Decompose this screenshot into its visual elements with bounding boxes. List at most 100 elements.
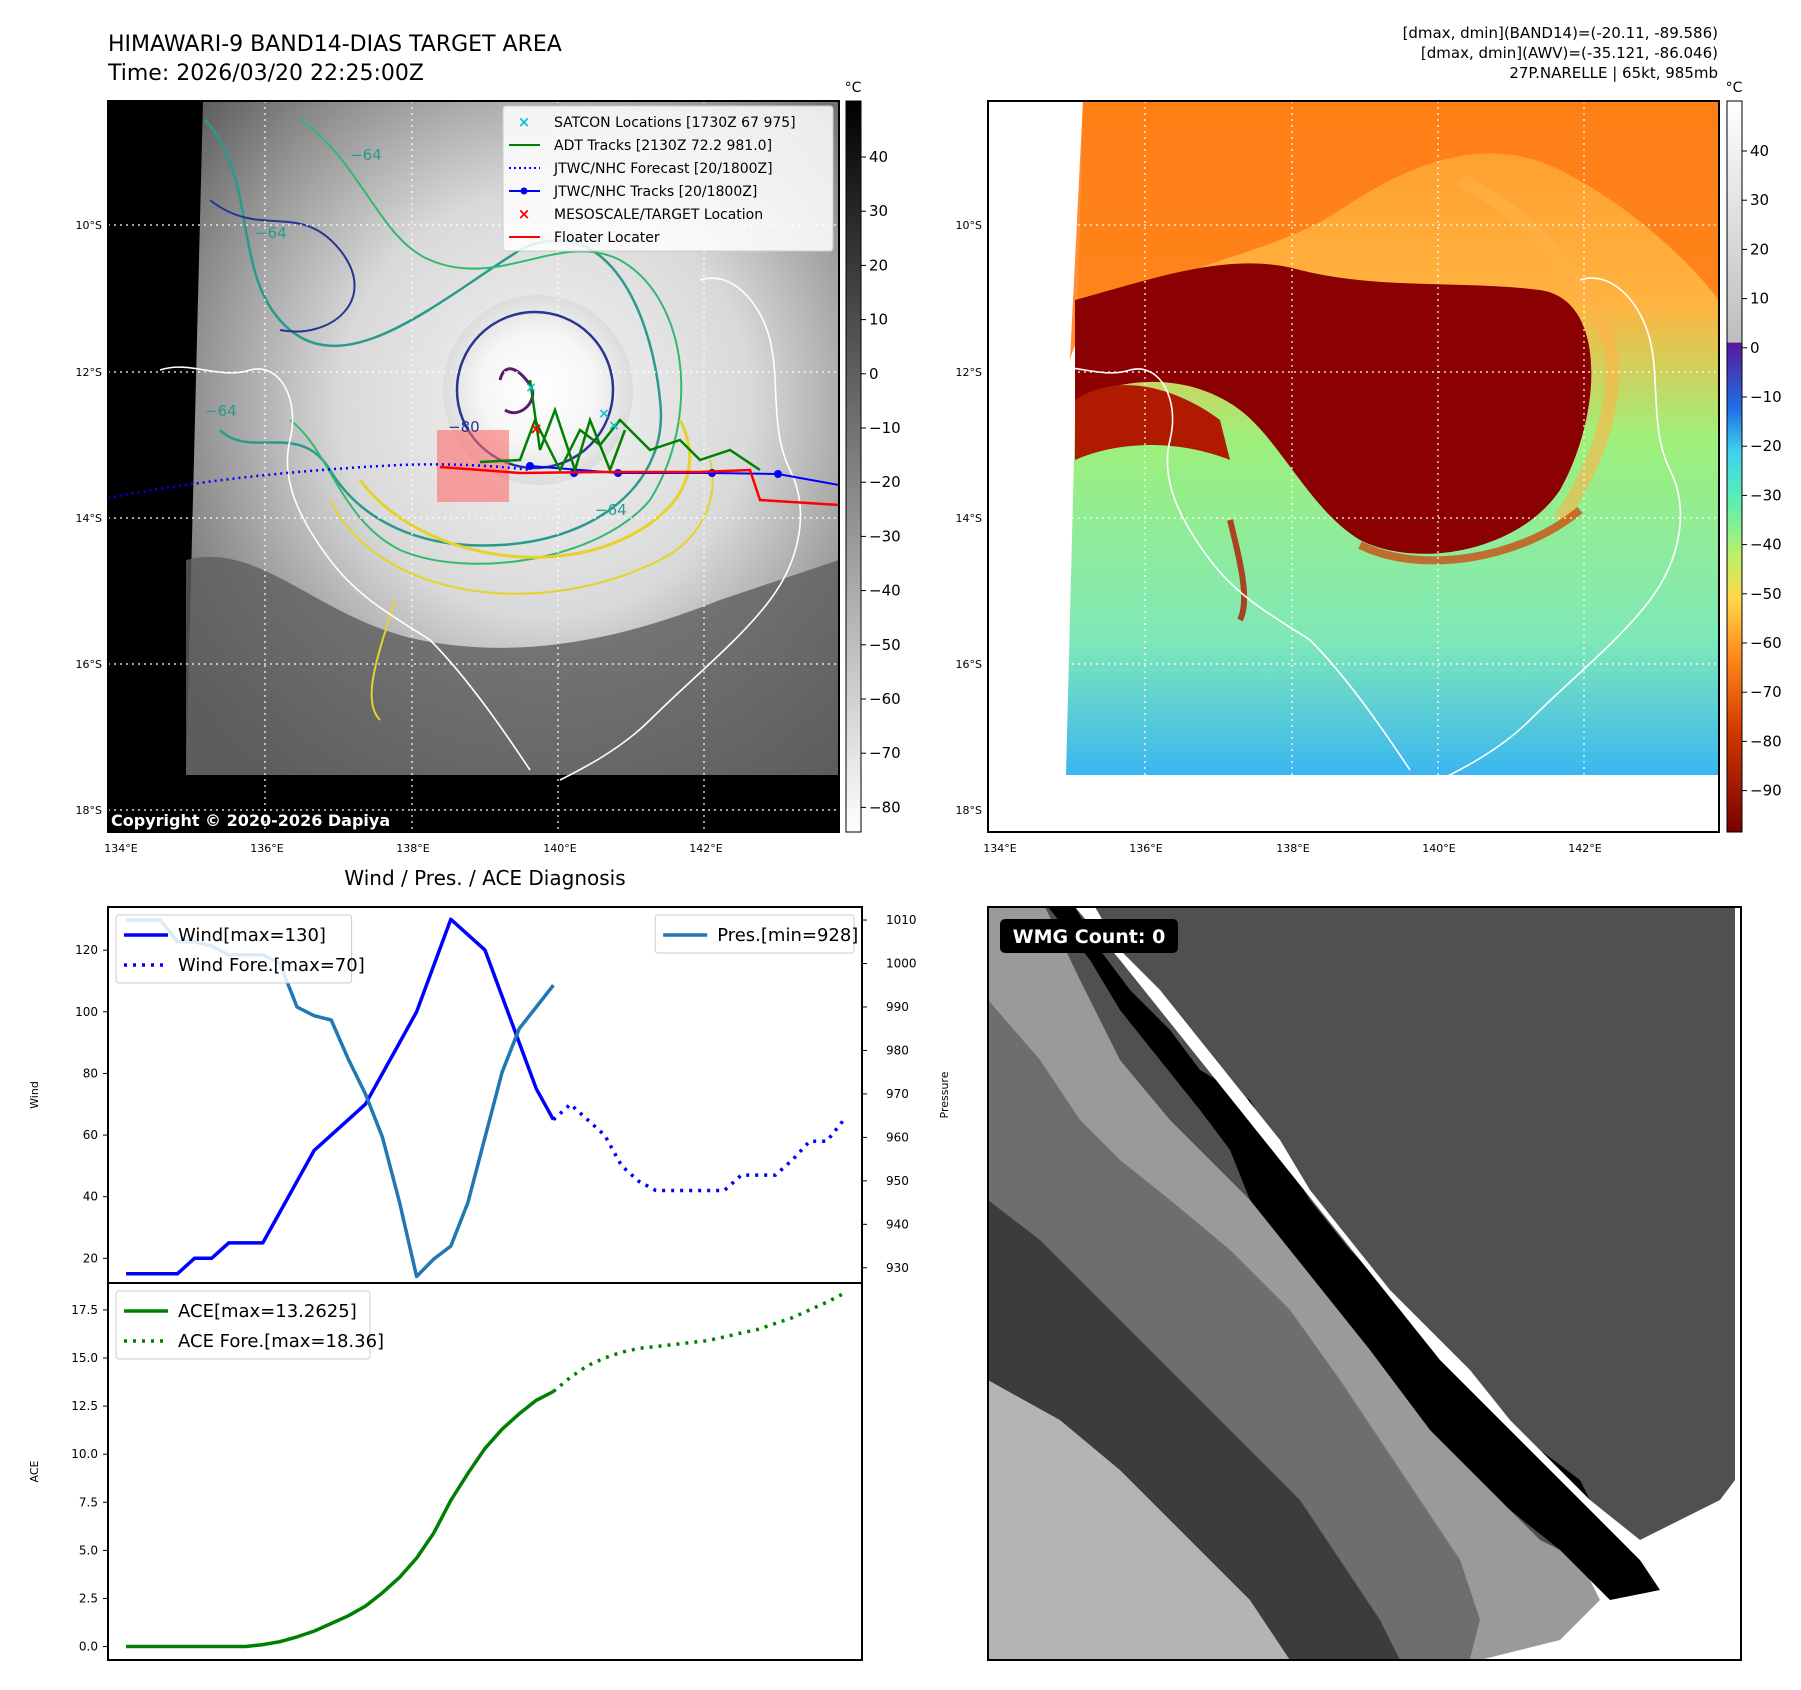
colorbar-tick-label: −70 [869, 744, 901, 762]
ace-chart: 0.0 2.5 5.0 7.5 10.0 12.5 15.0 17.5 ACE ACE[max=1… [28, 1282, 863, 1661]
contour-yellow-band [370, 599, 396, 721]
y-tick-label: 0.0 [79, 1640, 98, 1654]
legend-label: Floater Locater [554, 230, 660, 246]
colorbar-tick-label: −20 [1750, 437, 1782, 455]
colorbar-tick-label: 0 [1750, 339, 1760, 357]
lat-label: 10°S [956, 219, 982, 232]
lon-label: 140°E [543, 842, 576, 855]
legend-label: MESOSCALE/TARGET Location [554, 207, 763, 223]
series-line-0 [126, 1389, 555, 1649]
colorbar-tick-label: 40 [869, 148, 888, 166]
legend-marker: × [518, 205, 531, 223]
y2-tick-label: 1010 [886, 913, 917, 927]
satcon-marker: × [525, 380, 537, 396]
lat-label: 14°S [76, 512, 102, 525]
legend-entry: Floater Locater [509, 230, 660, 246]
contour-yellow-outer [329, 459, 714, 595]
lat-label: 18°S [76, 804, 102, 817]
legend-label: ACE Fore.[max=18.36] [178, 1331, 384, 1352]
target-marker: × [529, 419, 542, 438]
lon-label: 134°E [983, 842, 1016, 855]
chart-legend [115, 1290, 371, 1360]
y2-tick-label: 950 [886, 1174, 909, 1188]
y-tick-label: 10.0 [71, 1447, 98, 1461]
figure-title: HIMAWARI-9 BAND14-DIAS TARGET AREA [108, 32, 562, 57]
svg-text:×: × [608, 418, 620, 434]
wmg-white-band [1075, 907, 1741, 1600]
colorbar-tick-label: 20 [1750, 240, 1769, 258]
colorbar-tick-label: −70 [1750, 683, 1782, 701]
colorbar-tick-label: 0 [869, 365, 879, 383]
contour-green [289, 119, 683, 565]
chart-legend [115, 914, 353, 984]
info-storm: 27P.NARELLE | 65kt, 985mb [1509, 64, 1718, 82]
colorbar-tick-label: 20 [869, 256, 888, 274]
diagnosis-title: Wind / Pres. / ACE Diagnosis [344, 866, 625, 890]
legend-label: ACE[max=13.2625] [178, 1301, 357, 1322]
figure-time: Time: 2026/03/20 22:25:00Z [107, 61, 424, 86]
ir-colorbar-unit: °C [845, 80, 862, 96]
wmg-count-badge: WMG Count: 0 [1013, 926, 1166, 948]
colorbar-tick-label: −10 [869, 419, 901, 437]
lon-label: 138°E [396, 842, 429, 855]
wind-pressure-chart: 20 40 60 80 100 120 930 940 950 960 970 980 990 1000 1… [28, 906, 951, 1284]
lat-label: 14°S [956, 512, 982, 525]
coastline-west [159, 366, 531, 771]
legend-entry: JTWC/NHC Tracks [20/1800Z] [509, 184, 757, 200]
contour-teal [204, 119, 663, 547]
colorbar-tick-label: −50 [869, 636, 901, 654]
contour-label: −64 [255, 224, 287, 242]
ir-legend: × SATCON Locations [1730Z 67 975] ADT Trac… [502, 105, 834, 252]
colorbar-tick-label: 30 [869, 202, 888, 220]
contour-yellow [358, 419, 692, 559]
y-tick-label: 80 [83, 1066, 98, 1080]
y-tick-label: 2.5 [79, 1591, 98, 1605]
y2-tick-label: 960 [886, 1130, 909, 1144]
legend-entry: × MESOSCALE/TARGET Location [518, 205, 763, 223]
colorbar-tick-label: 40 [1750, 142, 1769, 160]
y-tick-label: 40 [83, 1190, 98, 1204]
coastline-east [559, 277, 802, 781]
y2-tick-label: 930 [886, 1261, 909, 1275]
y-tick-label: 15.0 [71, 1351, 98, 1365]
ir-frame [107, 100, 840, 833]
legend-label: Wind[max=130] [178, 925, 326, 946]
colorbar-tick-label: −60 [869, 690, 901, 708]
lat-label: 12°S [76, 366, 102, 379]
y2-tick-label: 980 [886, 1043, 909, 1057]
legend-entry: ADT Tracks [2130Z 72.2 981.0] [509, 138, 772, 154]
info-awv-range: [dmax, dmin](AWV)=(-35.121, -86.046) [1421, 44, 1718, 62]
y-tick-label: 5.0 [79, 1543, 98, 1557]
contour-navy-outer [209, 199, 356, 333]
wmg-light-band [988, 1380, 1290, 1660]
legend-label: ADT Tracks [2130Z 72.2 981.0] [554, 138, 772, 154]
copyright: Copyright © 2020-2026 Dapiya [111, 811, 390, 830]
legend-entry: × SATCON Locations [1730Z 67 975] [518, 113, 796, 131]
legend-label: JTWC/NHC Tracks [20/1800Z] [553, 184, 757, 200]
awv-panel [987, 100, 1720, 833]
y-tick-label: 17.5 [71, 1303, 98, 1317]
info-band14-range: [dmax, dmin](BAND14)=(-20.11, -89.586) [1403, 24, 1718, 42]
awv-coastline-west [1039, 366, 1411, 771]
y-axis-label: Wind [28, 1081, 41, 1109]
svg-text:−80: −80 [448, 418, 480, 436]
svg-text:−64: −64 [205, 402, 237, 420]
y2-axis-label: Pressure [938, 1071, 951, 1118]
wmg-frame [987, 906, 1742, 1661]
y-tick-label: 60 [83, 1128, 98, 1142]
y2-tick-label: 970 [886, 1087, 909, 1101]
y2-tick-label: 990 [886, 1000, 909, 1014]
y-tick-label: 20 [83, 1251, 98, 1265]
lat-label: 16°S [76, 658, 102, 671]
ir-clear-region [186, 556, 839, 775]
lon-label: 140°E [1422, 842, 1455, 855]
lat-label: 18°S [956, 804, 982, 817]
lon-label: 136°E [250, 842, 283, 855]
y-tick-label: 120 [75, 943, 98, 957]
ir-panel: × × × × −64 −64 −64 −76 −80 −64 Copyrigh… [107, 100, 840, 833]
series-line-2 [552, 1102, 846, 1193]
y-axis-label: ACE [28, 1460, 41, 1482]
colorbar-tick-label: −60 [1750, 634, 1782, 652]
awv-axis-labels: 134°E 136°E 138°E 140°E 142°E 10°S 12°S 14°S 16°… [956, 219, 1602, 855]
